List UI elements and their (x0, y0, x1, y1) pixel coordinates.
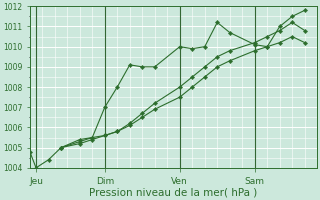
X-axis label: Pression niveau de la mer( hPa ): Pression niveau de la mer( hPa ) (89, 187, 258, 197)
